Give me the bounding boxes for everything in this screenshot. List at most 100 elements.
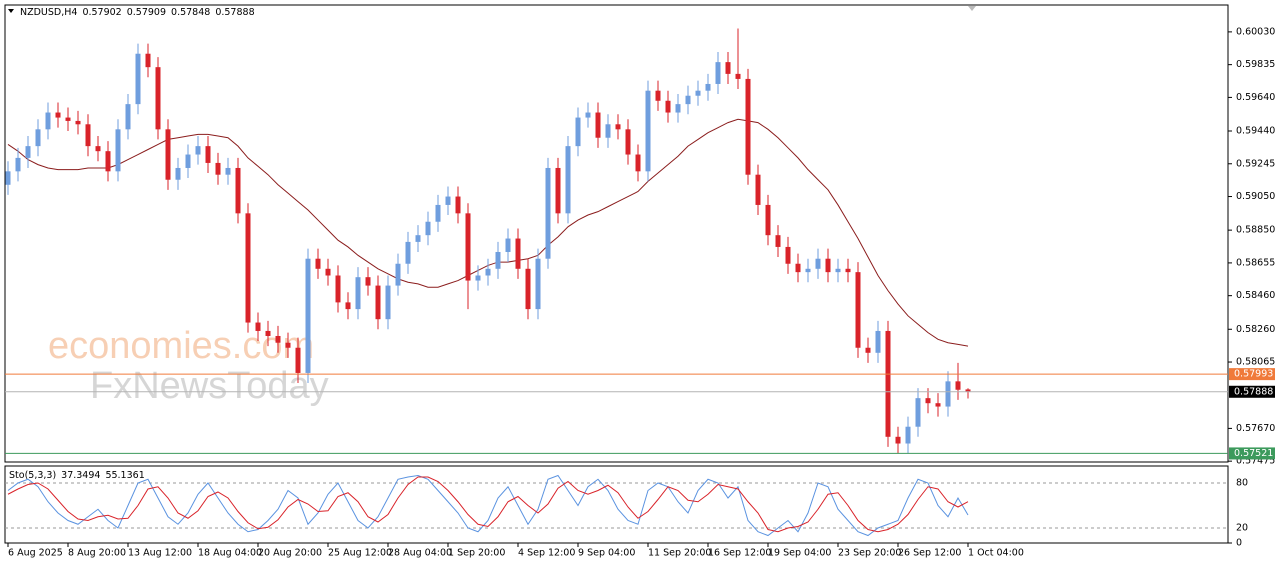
- candle-body: [755, 174, 761, 205]
- candle-body: [905, 426, 911, 444]
- x-tick-label: 28 Aug 04:00: [388, 548, 452, 559]
- menu-arrow[interactable]: [8, 9, 14, 13]
- y-tick-label: 0: [1236, 538, 1242, 549]
- candle-body: [165, 129, 171, 180]
- candle-body: [315, 258, 321, 269]
- candle-body: [325, 268, 331, 276]
- candle-body: [15, 157, 21, 172]
- y-tick-label: 0.58850: [1236, 225, 1275, 236]
- candle-body: [935, 403, 941, 407]
- x-tick-label: 16 Sep 12:00: [708, 548, 771, 559]
- high-value: 0.57909: [127, 7, 166, 18]
- candle-body: [735, 73, 741, 79]
- candle-body: [885, 330, 891, 437]
- y-tick-label: 20: [1236, 523, 1248, 534]
- candle-body: [635, 154, 641, 172]
- candle-body: [205, 146, 211, 163]
- candle-body: [95, 146, 101, 152]
- candle-body: [785, 246, 791, 264]
- candle-body: [815, 258, 821, 269]
- x-tick-label: 26 Sep 12:00: [898, 548, 961, 559]
- candle-body: [565, 146, 571, 214]
- candle-body: [605, 124, 611, 138]
- candle-body: [645, 90, 651, 172]
- y-tick-label: 0.57475: [1236, 456, 1275, 467]
- x-tick-label: 1 Oct 04:00: [968, 548, 1024, 559]
- y-tick-label: 80: [1236, 478, 1248, 489]
- x-tick-label: 25 Aug 12:00: [328, 548, 392, 559]
- candle-body: [245, 213, 251, 323]
- y-tick-label: 0.59050: [1236, 191, 1275, 202]
- candle-body: [805, 268, 811, 273]
- current-price-label: 0.57888: [1234, 386, 1273, 397]
- candle-body: [415, 235, 421, 242]
- candle-body: [305, 258, 311, 373]
- candle-body: [215, 162, 221, 175]
- candle-body: [75, 120, 81, 125]
- candle-body: [35, 129, 41, 147]
- x-tick-label: 20 Aug 20:00: [258, 548, 322, 559]
- x-tick-label: 9 Sep 04:00: [578, 548, 635, 559]
- x-tick-label: 23 Sep 20:00: [838, 548, 901, 559]
- candle-body: [295, 347, 301, 373]
- candle-body: [225, 167, 231, 175]
- low-value: 0.57848: [171, 7, 210, 18]
- main-value: 37.3494: [61, 470, 100, 481]
- candle-body: [845, 268, 851, 273]
- candle-body: [285, 342, 291, 348]
- candle-body: [925, 398, 931, 404]
- candle-body: [795, 263, 801, 273]
- candle-body: [355, 277, 361, 310]
- y-tick-label: 0.59835: [1236, 59, 1275, 70]
- candle-body: [965, 389, 971, 392]
- y-tick-label: 0.58460: [1236, 290, 1275, 301]
- candle-body: [45, 112, 51, 130]
- candle-body: [625, 129, 631, 155]
- signal-value: 55.1361: [105, 470, 144, 481]
- x-tick-label: 18 Aug 04:00: [198, 548, 262, 559]
- candle-body: [915, 398, 921, 427]
- y-tick-label: 0.58655: [1236, 257, 1275, 268]
- candle-body: [835, 268, 841, 273]
- candle-body: [455, 196, 461, 214]
- candle-body: [895, 436, 901, 444]
- candle-body: [945, 381, 951, 407]
- candle-body: [55, 112, 61, 118]
- candle-body: [615, 124, 621, 130]
- candle-body: [585, 112, 591, 118]
- level-label: 0.57521: [1234, 448, 1273, 459]
- candle-body: [535, 258, 541, 310]
- candle-body: [145, 53, 151, 68]
- stochastic-line: [7, 474, 969, 537]
- level-label-box: [1229, 447, 1275, 460]
- candle-body: [445, 196, 451, 205]
- candle-body: [485, 268, 491, 276]
- candle-body: [125, 104, 131, 130]
- price-panel: [4, 4, 1229, 463]
- candle-body: [545, 167, 551, 259]
- candle-body: [365, 277, 371, 286]
- y-tick-label: 0.60030: [1236, 26, 1275, 37]
- candle-body: [665, 100, 671, 113]
- candle-body: [675, 104, 681, 113]
- candle-body: [725, 62, 731, 74]
- y-tick-label: 0.59245: [1236, 158, 1275, 169]
- candle-body: [695, 90, 701, 96]
- x-tick-label: 19 Sep 04:00: [768, 548, 831, 559]
- candle-body: [875, 330, 881, 353]
- y-tick-label: 0.59440: [1236, 126, 1275, 137]
- candle-body: [85, 124, 91, 147]
- candle-body: [395, 263, 401, 286]
- candle-body: [955, 381, 961, 390]
- candle-body: [705, 83, 711, 91]
- candle-body: [745, 78, 751, 175]
- candle-body: [575, 117, 581, 147]
- candle-body: [765, 204, 771, 236]
- candle-body: [515, 238, 521, 269]
- shift-marker[interactable]: [968, 6, 976, 11]
- stochastic-line: [7, 476, 969, 533]
- x-tick-label: 11 Sep 20:00: [648, 548, 711, 559]
- level-label-box: [1229, 368, 1275, 381]
- candle-body: [405, 241, 411, 264]
